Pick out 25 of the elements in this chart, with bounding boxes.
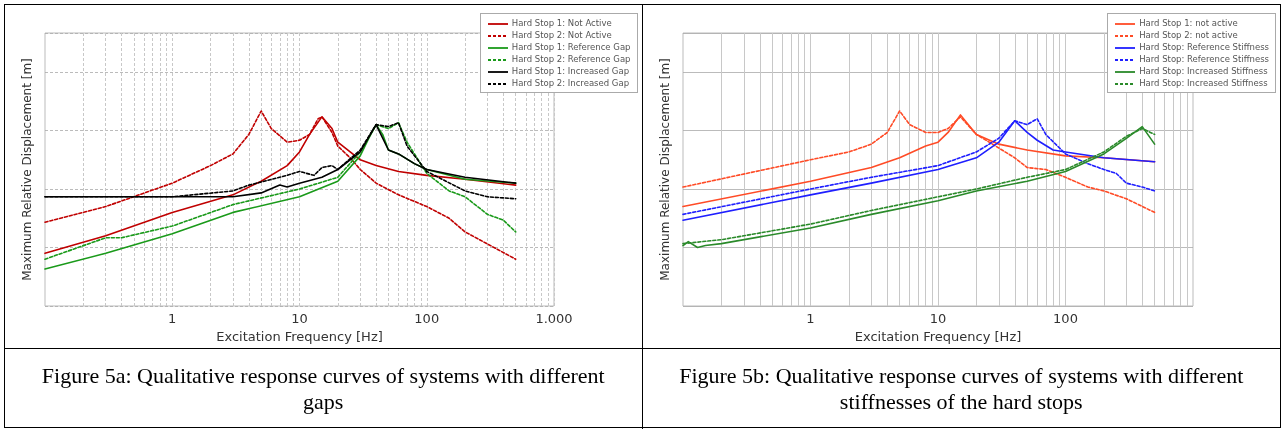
x-axis-title: Excitation Frequency [Hz]	[854, 328, 1021, 344]
legend-label: Hard Stop 1: Increased Gap	[511, 66, 630, 76]
legend-label: Hard Stop: Increased Stiffness	[1139, 78, 1268, 88]
x-axis-title: Excitation Frequency [Hz]	[216, 328, 383, 344]
legend-label: Hard Stop 2: Reference Gap	[511, 54, 631, 64]
x-tick-label: 100	[414, 311, 440, 326]
caption: Figure 5b: Qualitative response curves of systems with different stiffnesses of the hard stops	[678, 361, 1245, 416]
y-axis-title: Maximum Relative Displacement [m]	[657, 58, 672, 281]
legend-label: Hard Stop 1: Not Active	[511, 18, 612, 28]
legend-label: Hard Stop: Reference Stiffness	[1139, 54, 1269, 64]
x-tick-label: 10	[929, 311, 946, 326]
x-tick-label: 100	[1052, 311, 1078, 326]
caption: Figure 5a: Qualitative response curves of systems with different gaps	[5, 349, 643, 429]
legend-label: Hard Stop 1: not active	[1139, 18, 1238, 28]
legend-label: Hard Stop 2: Not Active	[511, 30, 612, 40]
x-tick-label: 1	[805, 311, 815, 326]
legend-label: Hard Stop 2: not active	[1139, 30, 1238, 40]
x-tick-label: 1.000	[535, 311, 573, 326]
y-axis-title: Maximum Relative Displacement [m]	[20, 58, 34, 281]
legend-label: Hard Stop: Increased Stiffness	[1139, 66, 1268, 76]
legend-label: Hard Stop 2: Increased Gap	[511, 78, 630, 88]
x-tick-label: 10	[291, 311, 308, 326]
x-tick-label: 1	[168, 311, 177, 326]
legend-label: Hard Stop: Reference Stiffness	[1139, 42, 1269, 52]
legend-label: Hard Stop 1: Reference Gap	[511, 42, 631, 52]
